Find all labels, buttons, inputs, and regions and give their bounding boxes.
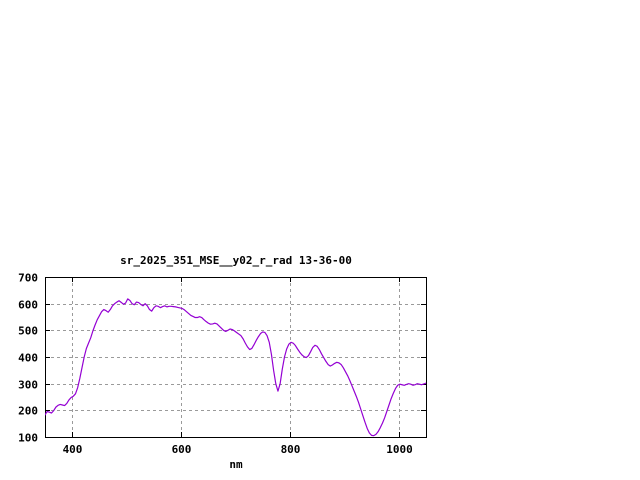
y-tick-label: 400	[18, 352, 38, 365]
y-tick-label: 100	[18, 432, 38, 445]
x-tick-label: 1000	[386, 443, 413, 456]
x-tick-label: 600	[172, 443, 192, 456]
x-tick-label: 800	[281, 443, 301, 456]
y-tick-label: 600	[18, 299, 38, 312]
plot-frame	[44, 276, 428, 439]
chart-title: sr_2025_351_MSE__y02_r_rad 13-36-00	[120, 254, 352, 267]
plot-border	[44, 276, 428, 439]
x-tick-label: 400	[63, 443, 83, 456]
x-axis-label: nm	[229, 458, 243, 471]
axis-ticks	[45, 276, 426, 439]
x-axis-tick-labels: 400 600 800 1000	[63, 443, 413, 456]
y-tick-label: 500	[18, 325, 38, 338]
y-tick-label: 200	[18, 405, 38, 418]
gridlines	[45, 277, 426, 437]
data-series-line	[45, 298, 426, 437]
y-tick-label: 300	[18, 379, 38, 392]
y-tick-label: 700	[18, 272, 38, 285]
data-series-group	[45, 298, 426, 437]
y-axis-tick-labels: 100 200 300 400 500 600 700	[18, 272, 38, 445]
